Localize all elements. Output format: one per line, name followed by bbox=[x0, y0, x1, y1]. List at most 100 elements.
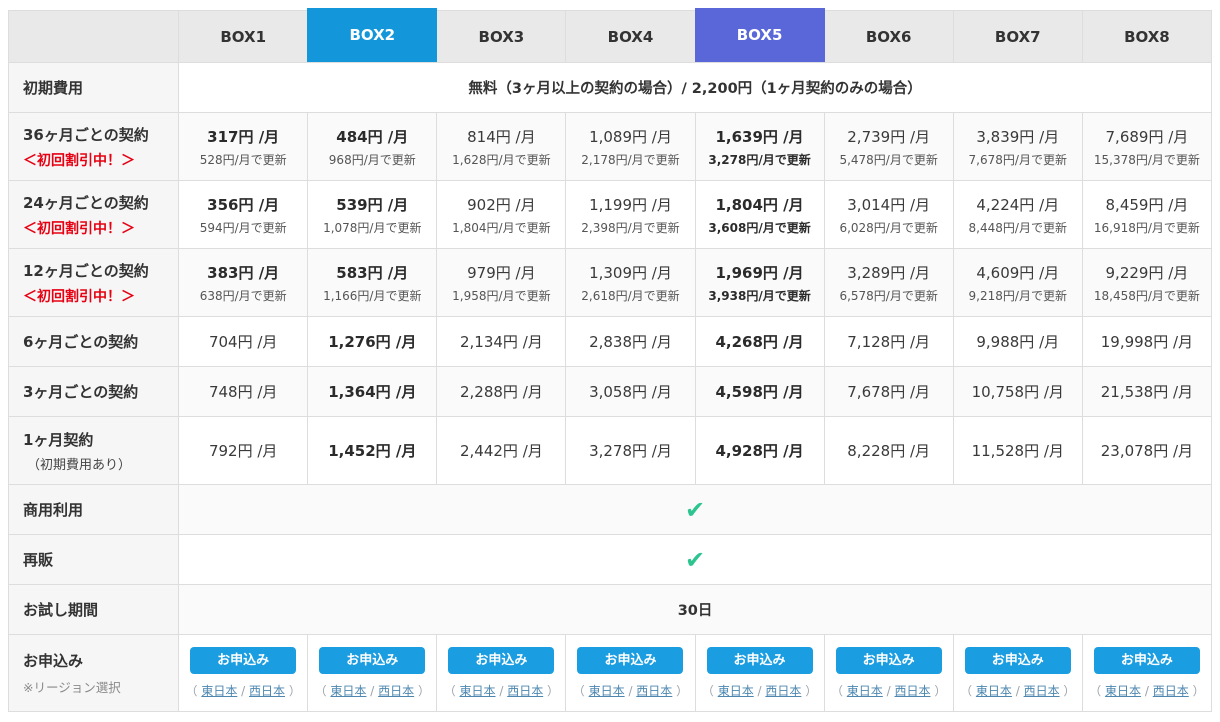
region-link-west[interactable]: 西日本 bbox=[765, 684, 802, 698]
column-header-box7[interactable]: BOX7 bbox=[952, 10, 1083, 63]
apply-button[interactable]: お申込み bbox=[319, 647, 426, 674]
price-text: 8,228円 /月 bbox=[847, 442, 931, 460]
region-open-paren: （ bbox=[701, 684, 718, 698]
price-cell: 1,452円 /月 bbox=[307, 416, 438, 485]
price-text: 7,678円 /月 bbox=[847, 383, 931, 401]
region-link-east[interactable]: 東日本 bbox=[975, 684, 1012, 698]
region-link-west[interactable]: 西日本 bbox=[1152, 684, 1189, 698]
region-link-east[interactable]: 東日本 bbox=[846, 684, 883, 698]
table-row-contract-12m: 12ヶ月ごとの契約 ＜初回割引中！＞ 383円 /月 638円/月で更新 583円 /月… bbox=[7, 248, 1213, 317]
row-sublabel-text: ＜初回割引中！＞ bbox=[23, 152, 135, 169]
renewal-price-text: 1,628円/月で更新 bbox=[452, 152, 551, 167]
price-text: 4,928円 /月 bbox=[715, 442, 804, 460]
table-row-commercial-use: 商用利用 ✔ bbox=[7, 484, 1212, 535]
apply-button[interactable]: お申込み bbox=[964, 647, 1071, 674]
region-link-east[interactable]: 東日本 bbox=[201, 684, 238, 698]
apply-button[interactable]: お申込み bbox=[706, 647, 813, 674]
region-link-west[interactable]: 西日本 bbox=[249, 684, 286, 698]
price-text: 539円 /月 bbox=[336, 195, 409, 214]
region-link-west[interactable]: 西日本 bbox=[894, 684, 931, 698]
region-link-east[interactable]: 東日本 bbox=[330, 684, 367, 698]
row-label-text: 再販 bbox=[23, 551, 54, 569]
price-cell: 704円 /月 bbox=[178, 316, 309, 367]
apply-button[interactable]: お申込み bbox=[190, 647, 297, 674]
column-header-box6[interactable]: BOX6 bbox=[823, 10, 954, 63]
column-header-highlight-tab: BOX2 bbox=[307, 8, 438, 62]
price-text: 3,014円 /月 bbox=[847, 195, 931, 214]
region-link-west[interactable]: 西日本 bbox=[507, 684, 544, 698]
price-cell: 748円 /月 bbox=[178, 366, 309, 417]
region-link-west[interactable]: 西日本 bbox=[1023, 684, 1060, 698]
column-header-box5[interactable]: BOX5 bbox=[694, 8, 825, 63]
column-header-box2[interactable]: BOX2 bbox=[307, 8, 438, 63]
renewal-price-text: 1,166円/月で更新 bbox=[323, 288, 422, 303]
price-cell: 19,998円 /月 bbox=[1081, 316, 1213, 367]
region-link-east[interactable]: 東日本 bbox=[588, 684, 625, 698]
region-separator: / bbox=[624, 684, 637, 698]
price-text: 1,804円 /月 bbox=[715, 195, 804, 214]
price-text: 979円 /月 bbox=[467, 263, 536, 282]
price-text: 9,229円 /月 bbox=[1105, 263, 1189, 282]
renewal-price-text: 15,378円/月で更新 bbox=[1093, 152, 1200, 167]
price-cell: 1,639円 /月 3,278円/月で更新 bbox=[694, 112, 825, 181]
region-link-east[interactable]: 東日本 bbox=[459, 684, 496, 698]
price-cell: 9,229円 /月 18,458円/月で更新 bbox=[1081, 248, 1213, 317]
price-text: 792円 /月 bbox=[208, 442, 278, 460]
row-label-contract-1m: 1ヶ月契約 （初期費用あり） bbox=[7, 416, 180, 485]
price-text: 814円 /月 bbox=[467, 127, 536, 146]
price-text: 7,128円 /月 bbox=[847, 333, 931, 351]
region-close-paren: ） bbox=[930, 684, 947, 698]
price-text: 3,839円 /月 bbox=[976, 127, 1060, 146]
region-select: （ 東日本 / 西日本 ） bbox=[954, 682, 1082, 699]
apply-cell: お申込み （ 東日本 / 西日本 ） bbox=[565, 634, 696, 712]
renewal-price-text: 3,278円/月で更新 bbox=[708, 152, 811, 167]
price-cell: 4,268円 /月 bbox=[694, 316, 825, 367]
region-select: （ 東日本 / 西日本 ） bbox=[308, 682, 436, 699]
table-row-trial-period: お試し期間 30日 bbox=[7, 584, 1212, 635]
row-label-contract-3m: 3ヶ月ごとの契約 bbox=[7, 366, 180, 417]
renewal-price-text: 1,078円/月で更新 bbox=[323, 220, 422, 235]
apply-button[interactable]: お申込み bbox=[1093, 647, 1200, 674]
region-link-east[interactable]: 東日本 bbox=[717, 684, 754, 698]
price-cell: 539円 /月 1,078円/月で更新 bbox=[307, 180, 438, 249]
price-cell: 4,224円 /月 8,448円/月で更新 bbox=[952, 180, 1083, 249]
column-header-box4[interactable]: BOX4 bbox=[565, 10, 696, 63]
price-cell: 484円 /月 968円/月で更新 bbox=[307, 112, 438, 181]
price-cell: 1,364円 /月 bbox=[307, 366, 438, 417]
price-cell: 1,969円 /月 3,938円/月で更新 bbox=[694, 248, 825, 317]
region-select: （ 東日本 / 西日本 ） bbox=[566, 682, 694, 699]
table-row-initial-cost: 初期費用 無料（3ヶ月以上の契約の場合）/ 2,200円（1ヶ月契約のみの場合） bbox=[7, 62, 1212, 113]
renewal-price-text: 7,678円/月で更新 bbox=[968, 152, 1067, 167]
region-close-paren: ） bbox=[1188, 684, 1205, 698]
apply-cell: お申込み （ 東日本 / 西日本 ） bbox=[178, 634, 309, 712]
column-header-box1[interactable]: BOX1 bbox=[178, 10, 309, 63]
region-link-west[interactable]: 西日本 bbox=[636, 684, 673, 698]
check-cell: ✔ bbox=[178, 484, 1212, 535]
region-close-paren: ） bbox=[1059, 684, 1076, 698]
price-text: 2,134円 /月 bbox=[459, 333, 543, 351]
apply-button[interactable]: お申込み bbox=[577, 647, 684, 674]
price-cell: 3,289円 /月 6,578円/月で更新 bbox=[823, 248, 954, 317]
span-value-cell: 無料（3ヶ月以上の契約の場合）/ 2,200円（1ヶ月契約のみの場合） bbox=[178, 62, 1212, 113]
region-link-west[interactable]: 西日本 bbox=[378, 684, 415, 698]
renewal-price-text: 3,938円/月で更新 bbox=[708, 288, 811, 303]
apply-cell: お申込み （ 東日本 / 西日本 ） bbox=[436, 634, 567, 712]
price-cell: 8,459円 /月 16,918円/月で更新 bbox=[1081, 180, 1213, 249]
region-open-paren: （ bbox=[1089, 684, 1106, 698]
price-text: 583円 /月 bbox=[336, 263, 409, 282]
apply-button[interactable]: お申込み bbox=[835, 647, 942, 674]
apply-button[interactable]: お申込み bbox=[448, 647, 555, 674]
row-sublabel-text: （初期費用あり） bbox=[27, 457, 132, 473]
table-row-resale: 再販 ✔ bbox=[7, 534, 1212, 585]
price-cell: 3,058円 /月 bbox=[565, 366, 696, 417]
price-cell: 383円 /月 638円/月で更新 bbox=[178, 248, 309, 317]
column-header-box3[interactable]: BOX3 bbox=[436, 10, 567, 63]
renewal-price-text: 8,448円/月で更新 bbox=[968, 220, 1067, 235]
pricing-table: BOX1 BOX2 BOX3 BOX4 BOX5 BOX6 BOX7 BOX8 初期費用 無料（… bbox=[7, 8, 1213, 712]
column-header-box8[interactable]: BOX8 bbox=[1081, 10, 1213, 63]
table-row-apply: お申込み ※リージョン選択 お申込み（ 東日本 / 西日本 ）お申込み（ 東日本 /… bbox=[7, 634, 1213, 712]
check-icon: ✔ bbox=[685, 545, 706, 574]
region-link-east[interactable]: 東日本 bbox=[1105, 684, 1142, 698]
price-text: 11,528円 /月 bbox=[971, 442, 1064, 460]
